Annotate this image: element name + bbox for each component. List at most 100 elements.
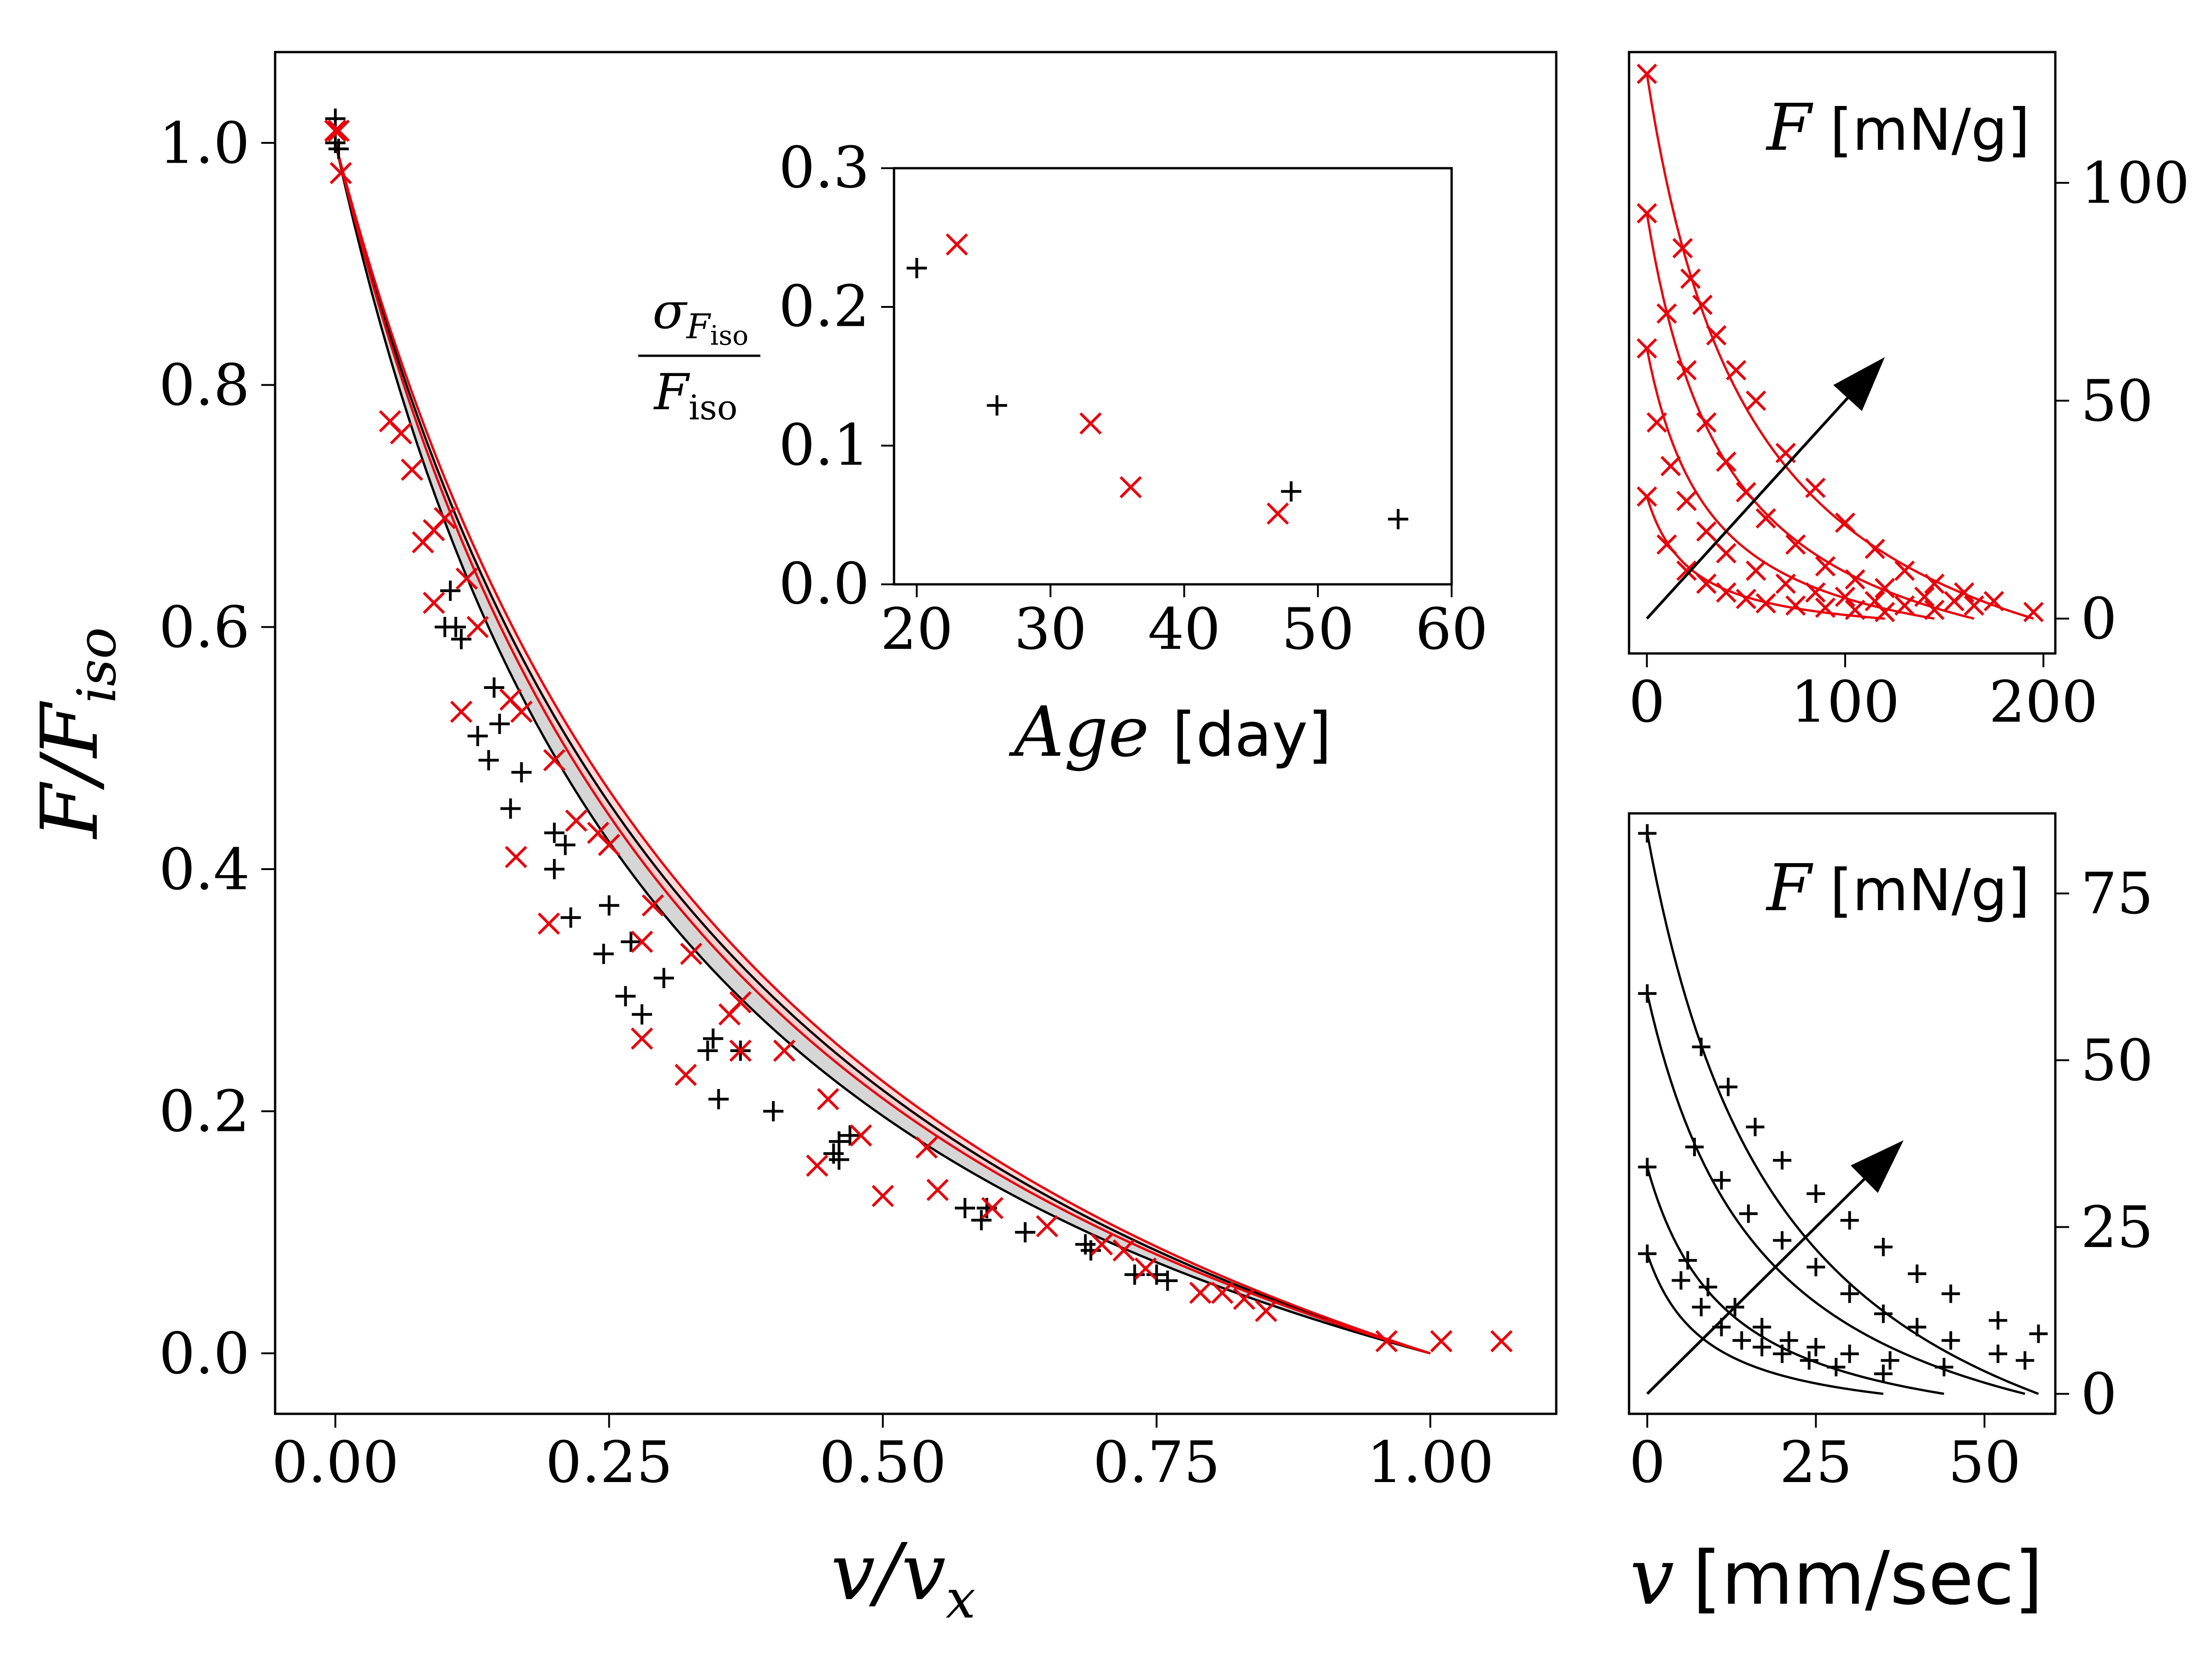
br-point	[1874, 1365, 1893, 1383]
main-point-black	[325, 108, 346, 129]
main-point-black	[697, 1041, 718, 1061]
main-point-red	[423, 592, 445, 614]
main-point-red	[565, 809, 588, 832]
main-point-black	[328, 139, 349, 159]
top-right-y-label: F [mN/g]	[1765, 90, 2030, 165]
br-point	[1773, 1231, 1792, 1250]
main-point-black	[511, 762, 532, 782]
main-point-black	[593, 943, 614, 964]
br-point	[1773, 1344, 1792, 1363]
br-point	[1874, 1238, 1893, 1257]
main-point-black	[446, 617, 466, 637]
br-point	[2029, 1324, 2048, 1343]
tr-point	[1815, 556, 1836, 577]
main-x-tick-label: 1.00	[1367, 1430, 1494, 1496]
inset-point-black	[1388, 509, 1408, 529]
main-point-red	[674, 1064, 697, 1086]
br-point	[1712, 1171, 1731, 1190]
br-arrow-shaft	[1646, 1178, 1865, 1395]
br-point	[1907, 1318, 1926, 1336]
tr-point	[1785, 534, 1806, 555]
tr-point	[1636, 486, 1657, 507]
tr-point	[1636, 203, 1657, 224]
tr-point	[1660, 456, 1681, 477]
main-point-red	[630, 930, 653, 953]
tr-point	[1805, 477, 1826, 498]
tr-point	[1692, 294, 1713, 315]
main-point-black	[484, 677, 505, 698]
main-point-red	[400, 459, 424, 481]
main-points	[324, 108, 1513, 1353]
tr-point	[1845, 600, 1865, 620]
br-point	[2016, 1351, 2035, 1370]
tr-point	[1953, 582, 1975, 603]
main-point-red	[871, 1185, 894, 1207]
main-point-red	[1233, 1288, 1255, 1310]
tr-x-tick-label: 200	[1989, 669, 2098, 735]
main-point-red	[926, 1178, 949, 1201]
tr-point	[1845, 569, 1865, 590]
tr-point	[1706, 325, 1727, 346]
main-point-red	[729, 1039, 752, 1062]
main-point-red	[505, 846, 527, 868]
br-point	[1988, 1311, 2007, 1330]
inset-y-tick-label: 0.3	[779, 135, 870, 201]
tr-point	[1835, 586, 1856, 607]
main-point-black	[621, 931, 641, 952]
inset-x-tick-label: 20	[880, 596, 953, 663]
tr-point	[2023, 602, 2044, 623]
br-point	[1806, 1258, 1825, 1277]
tr-arrow-head	[1833, 357, 1885, 411]
br-point	[1699, 1277, 1718, 1296]
inset-y-tick-label: 0.0	[779, 551, 870, 617]
br-point	[1907, 1264, 1926, 1283]
inset-y-tick-label: 0.1	[779, 412, 870, 478]
br-point	[1941, 1331, 1960, 1350]
bottom-right-arrow	[1646, 1140, 1904, 1395]
br-arrow-head	[1850, 1140, 1904, 1193]
main-point-red	[543, 749, 566, 771]
bottom-right-points	[1638, 824, 2048, 1383]
main-point-black	[1015, 1222, 1035, 1242]
main-point-red	[434, 507, 456, 529]
inset-point-black	[1281, 481, 1301, 502]
tr-point	[1815, 597, 1836, 618]
tr-y-tick-label: 100	[2081, 150, 2190, 217]
br-point	[1800, 1351, 1818, 1370]
main-y-tick-label: 0.6	[159, 594, 250, 661]
br-point	[1881, 1351, 1900, 1370]
main-point-red	[537, 912, 560, 935]
main-x-tick-label: 0.25	[546, 1430, 673, 1496]
tr-point	[1676, 560, 1697, 581]
inset-x-tick-label: 30	[1014, 596, 1087, 663]
inset-points	[906, 233, 1408, 529]
br-point	[1638, 1158, 1657, 1177]
br-point	[1941, 1284, 1960, 1303]
main-point-black	[467, 726, 488, 747]
svg-text:Fiso: Fiso	[653, 364, 737, 428]
main-point-red	[455, 567, 478, 590]
inset-x-tick-label: 40	[1148, 596, 1221, 663]
main-point-black	[544, 859, 565, 879]
main-point-red	[773, 1039, 795, 1062]
tr-point	[1755, 593, 1776, 614]
main-point-red	[729, 991, 752, 1014]
br-x-tick-label: 50	[1948, 1430, 2021, 1496]
top-right-points	[1636, 64, 2044, 623]
main-point-black	[708, 1089, 729, 1110]
br-point	[1753, 1338, 1771, 1357]
br-point	[1638, 984, 1657, 1003]
br-point	[1779, 1331, 1798, 1350]
bottom-right-curves	[1646, 833, 2039, 1395]
tr-point	[1716, 451, 1736, 472]
tr-point	[1647, 412, 1667, 433]
br-point	[1988, 1344, 2007, 1363]
br-point	[1874, 1304, 1893, 1323]
bottom-right-y-label: F [mN/g]	[1765, 851, 2030, 926]
main-red-curve-2	[334, 142, 1431, 1355]
main-point-red	[1112, 1239, 1135, 1262]
main-point-red	[1255, 1300, 1277, 1322]
tr-x-tick-label: 100	[1791, 669, 1900, 735]
inset-point-black	[987, 395, 1007, 416]
tr-point	[1964, 595, 1984, 616]
